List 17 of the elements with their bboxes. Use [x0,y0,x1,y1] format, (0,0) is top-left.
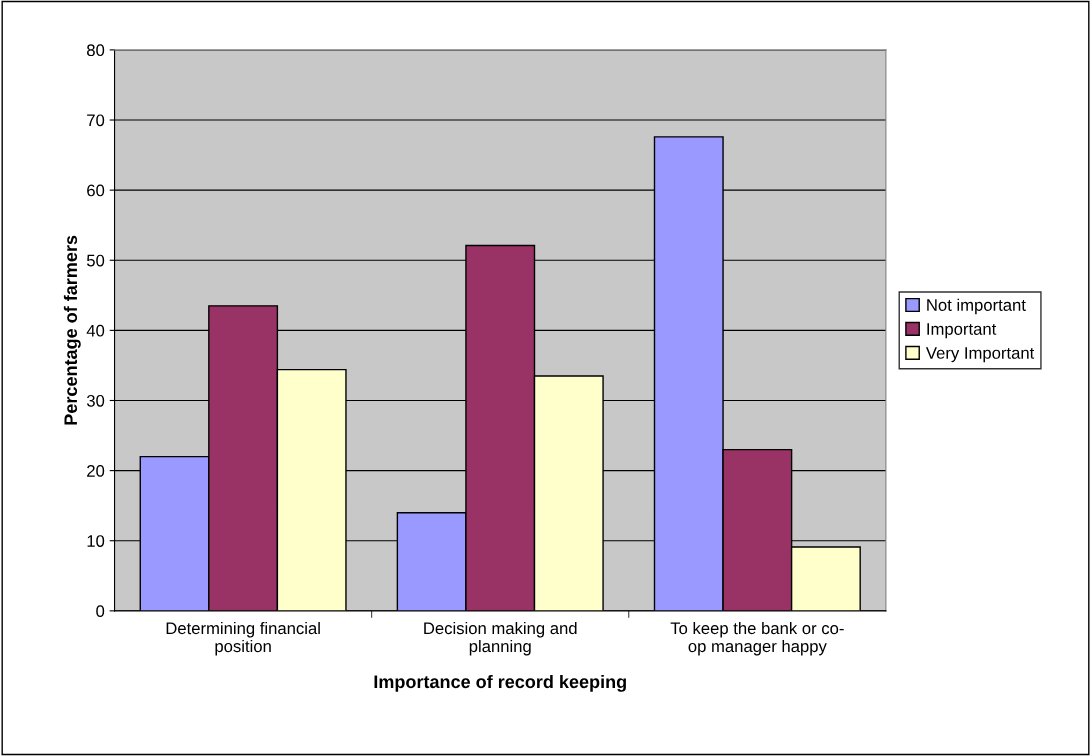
y-tick-label: 70 [87,114,105,127]
y-tick-label: 30 [86,394,105,407]
x-tick-label: To keep the bank or co- op manager happy [670,621,844,656]
legend-label: Very Important [925,347,1035,363]
y-tick-label: 10 [87,535,105,547]
y-tick-label: 80 [87,44,105,57]
legend-label: Important [927,323,997,339]
y-tick-label: 60 [87,184,105,197]
x-axis-title: Importance of record keeping [374,674,626,692]
y-axis-title: Percentage of farmers [63,235,81,425]
x-tick-label: Decision making and planning [424,621,577,656]
y-tick-label: 0 [96,605,105,618]
y-tick-label: 50 [86,254,105,267]
legend-label: Not important [927,298,1026,315]
x-tick-label: Determining financial position [166,621,320,656]
y-tick-label: 40 [86,324,105,337]
y-tick-label: 20 [87,465,105,477]
